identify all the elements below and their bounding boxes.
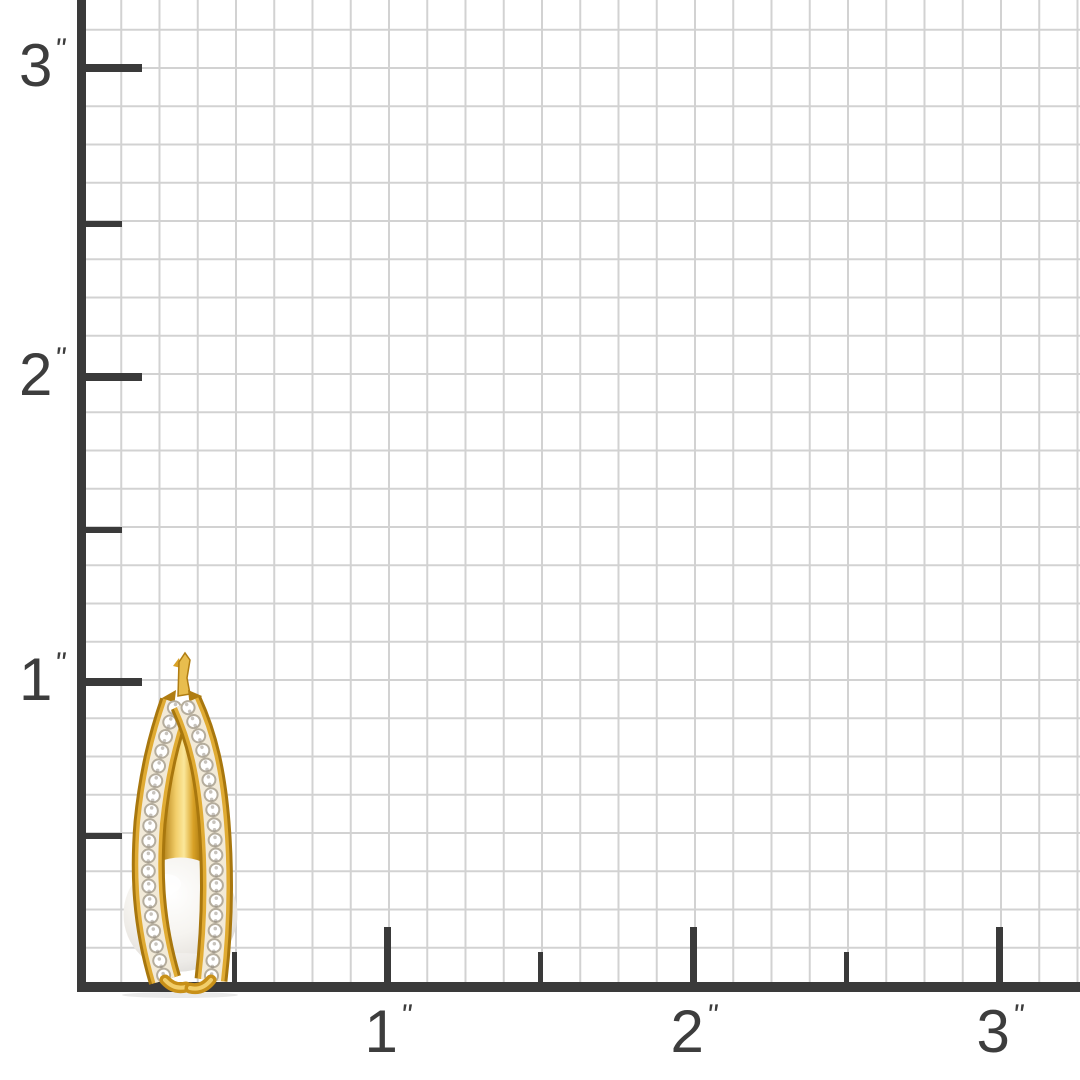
- y-axis-minor-tick-1-5in: [84, 527, 122, 533]
- inch-mark: ": [1010, 999, 1026, 1032]
- x-axis-minor-tick-2-5in: [844, 952, 849, 982]
- y-axis-major-tick-2in: [84, 373, 142, 381]
- inch-mark: ": [53, 33, 69, 66]
- x-axis-major-tick-1in: [384, 927, 391, 982]
- x-axis-label-1in-value: 1: [364, 998, 398, 1065]
- y-axis-label-1in-value: 1: [18, 646, 53, 713]
- y-axis-label-2in: 2": [0, 342, 69, 405]
- y-axis-label-3in-value: 3: [18, 32, 53, 99]
- y-axis-ruler: [77, 0, 86, 992]
- grid-paper: [82, 0, 1080, 987]
- hinge-pin: [177, 651, 191, 697]
- x-axis-minor-tick-0-5in: [232, 952, 237, 982]
- x-axis-major-tick-2in: [690, 927, 697, 982]
- x-axis-label-3in-value: 3: [976, 998, 1010, 1065]
- inch-mark: ": [53, 342, 69, 375]
- y-axis-label-2in-value: 2: [18, 341, 53, 408]
- row-left-facets: [146, 701, 178, 982]
- inch-mark: ": [53, 647, 69, 680]
- inch-mark: ": [398, 999, 414, 1032]
- x-axis-label-2in-value: 2: [670, 998, 704, 1065]
- diamond-row-right: [170, 695, 233, 988]
- y-axis-major-tick-3in: [84, 64, 142, 72]
- x-axis-label-2in: 2": [634, 999, 754, 1062]
- x-axis-minor-tick-1-5in: [538, 952, 543, 982]
- y-axis-label-1in: 1": [0, 647, 69, 710]
- x-axis-label-3in: 3": [940, 999, 1060, 1062]
- diamond-row-left: [131, 695, 192, 988]
- hoop-inner-gold: [162, 704, 202, 861]
- hoop-tips: [159, 974, 217, 995]
- x-axis-ruler: [77, 982, 1080, 992]
- x-axis-label-1in: 1": [328, 999, 448, 1062]
- y-axis-minor-tick-2-5in: [84, 221, 122, 227]
- row-right-facets: [184, 701, 219, 982]
- y-axis-major-tick-1in: [84, 678, 142, 686]
- hoop-tip-right-highlight: [188, 978, 213, 991]
- inch-mark: ": [704, 999, 720, 1032]
- y-axis-minor-tick-0-5in: [84, 833, 122, 839]
- y-axis-label-3in: 3": [0, 33, 69, 96]
- hoop-tip-left-highlight: [163, 978, 188, 990]
- earring-shadow: [122, 992, 238, 998]
- x-axis-major-tick-3in: [996, 927, 1003, 982]
- product-photo-earring: [122, 651, 238, 998]
